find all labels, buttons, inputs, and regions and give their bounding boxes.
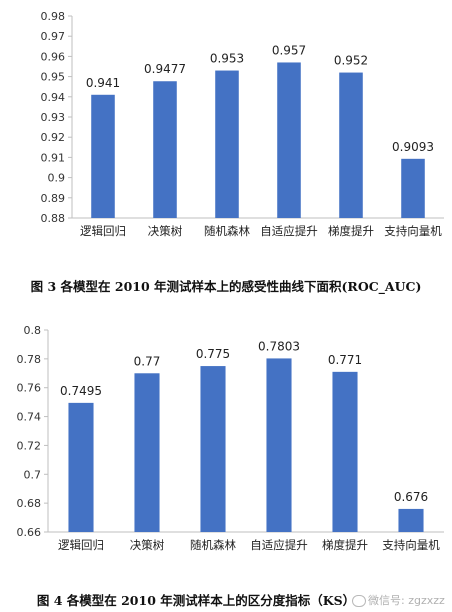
category-label-4: 自适应提升 <box>250 538 308 552</box>
category-label-4: 自适应提升 <box>260 224 318 238</box>
y-tick-label: 0.66 <box>17 526 42 539</box>
data-label-1: 0.7495 <box>60 384 102 398</box>
y-tick-label: 0.89 <box>41 192 66 205</box>
y-tick-label: 0.91 <box>41 151 66 164</box>
watermark: 微信号: zgzxzz <box>352 592 445 608</box>
bar-5 <box>339 72 363 218</box>
data-label-6: 0.9093 <box>392 140 434 154</box>
category-label-6: 支持向量机 <box>384 224 442 238</box>
y-tick-label: 0.92 <box>41 131 66 144</box>
bar-6 <box>401 158 425 218</box>
y-tick-label: 0.9 <box>48 172 66 185</box>
chart1-caption: 图 3 各模型在 2010 年测试样本上的感受性曲线下面积(ROC_AUC) <box>30 279 422 294</box>
bar-2 <box>153 81 177 218</box>
y-tick-label: 0.94 <box>41 91 66 104</box>
data-label-2: 0.9477 <box>144 62 186 76</box>
y-tick-label: 0.97 <box>41 30 66 43</box>
roc-auc-bar-chart: 0.88 0.89 0.9 0.91 0.92 0.93 0.94 0.95 0.96 0.97 0… <box>41 10 444 238</box>
category-label-3: 随机森林 <box>204 224 250 238</box>
category-label-5: 梯度提升 <box>328 224 374 238</box>
y-tick-label: 0.88 <box>41 212 66 225</box>
data-label-4: 0.7803 <box>258 339 300 353</box>
data-label-5: 0.771 <box>328 353 362 367</box>
data-label-3: 0.953 <box>210 52 244 66</box>
category-label-3: 随机森林 <box>190 538 236 552</box>
category-label-1: 逻辑回归 <box>58 538 104 552</box>
data-label-2: 0.77 <box>134 354 161 368</box>
bar-2 <box>134 373 160 532</box>
y-tick-label: 0.96 <box>41 50 66 63</box>
wechat-icon <box>352 595 366 607</box>
bar-1 <box>68 402 94 532</box>
data-label-5: 0.952 <box>334 54 368 68</box>
y-tick-label: 0.7 <box>24 468 42 481</box>
y-tick-label: 0.76 <box>17 382 42 395</box>
data-label-6: 0.676 <box>394 490 428 504</box>
bar-1 <box>91 94 115 218</box>
category-label-5: 梯度提升 <box>322 538 368 552</box>
category-label-1: 逻辑回归 <box>80 224 126 238</box>
bar-3 <box>200 366 226 532</box>
category-label-2: 决策树 <box>148 224 183 238</box>
bar-5 <box>332 371 358 532</box>
bar-4 <box>277 62 301 219</box>
data-label-1: 0.941 <box>86 76 120 90</box>
category-label-2: 决策树 <box>130 538 165 552</box>
y-tick-label: 0.95 <box>41 71 66 84</box>
y-tick-label: 0.8 <box>24 324 42 337</box>
bar-6 <box>398 508 424 532</box>
category-label-6: 支持向量机 <box>382 538 440 552</box>
chart2-caption: 图 4 各模型在 2010 年测试样本上的区分度指标（KS） <box>36 593 356 608</box>
bar-4 <box>266 358 292 532</box>
ks-bar-chart: 0.66 0.68 0.7 0.72 0.74 0.76 0.78 0.8 0.7495 逻辑回归… <box>17 324 444 552</box>
data-label-3: 0.775 <box>196 347 230 361</box>
data-label-4: 0.957 <box>272 43 306 57</box>
y-tick-label: 0.78 <box>17 353 42 366</box>
watermark-text: 微信号: zgzxzz <box>368 594 445 607</box>
y-tick-label: 0.98 <box>41 10 66 23</box>
bar-3 <box>215 70 239 218</box>
y-tick-label: 0.74 <box>17 411 42 424</box>
y-tick-label: 0.93 <box>41 111 66 124</box>
y-tick-label: 0.72 <box>17 439 42 452</box>
y-tick-label: 0.68 <box>17 497 42 510</box>
